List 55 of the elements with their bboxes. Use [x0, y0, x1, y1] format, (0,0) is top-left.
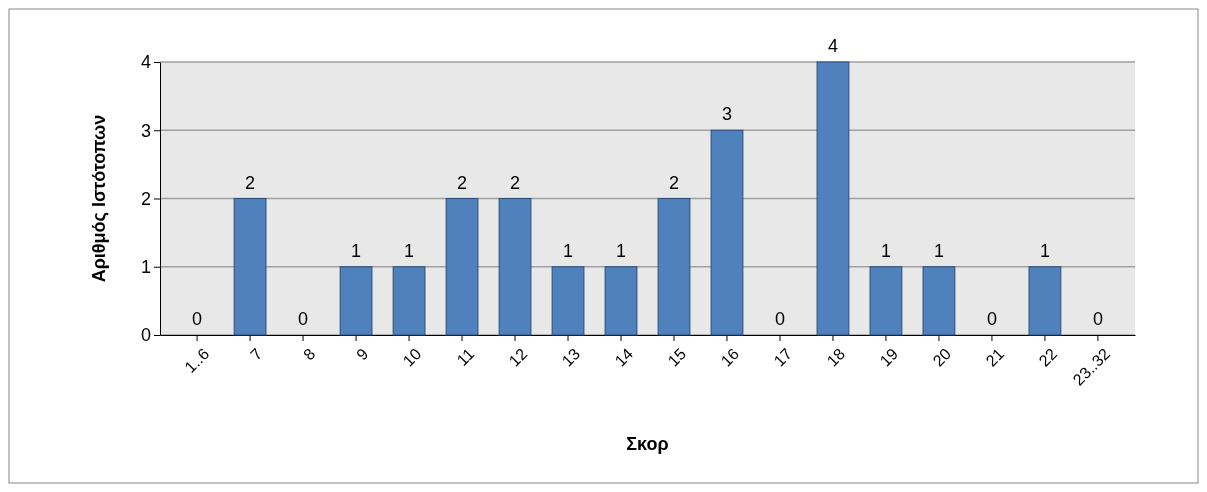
bar [445, 198, 479, 336]
x-tick-label: 17 [770, 344, 796, 370]
x-tick-label: 21 [982, 344, 1008, 370]
data-label: 2 [510, 172, 521, 193]
data-label: 1 [880, 240, 891, 261]
y-tick-label: 0 [140, 325, 151, 346]
y-axis-title: Αριθμός Ιστότοπων [89, 114, 109, 283]
data-label: 2 [457, 172, 468, 193]
bar [339, 266, 373, 336]
x-axis-title: Σκορ [626, 434, 669, 454]
data-label: 2 [668, 172, 679, 193]
x-tick-label: 8 [300, 344, 319, 364]
x-tick-label: 1..6 [181, 344, 213, 376]
bar [869, 266, 903, 336]
bar [604, 266, 638, 336]
data-label: 1 [1039, 240, 1050, 261]
data-label: 2 [245, 172, 256, 193]
bar [1028, 266, 1062, 336]
x-tick-label: 9 [353, 344, 372, 364]
bar [392, 266, 426, 336]
x-tick-label: 15 [664, 344, 690, 370]
x-tick-label: 20 [929, 344, 955, 370]
data-label: 0 [192, 309, 203, 329]
bar [551, 266, 585, 336]
data-label: 1 [404, 240, 415, 261]
x-tick-label: 18 [823, 344, 849, 370]
bar [816, 61, 850, 336]
x-tick-label: 11 [453, 344, 478, 369]
x-tick-label: 12 [505, 344, 531, 370]
data-label: 1 [616, 240, 627, 261]
data-label: 0 [298, 309, 309, 329]
bar [233, 198, 267, 336]
data-label: 1 [563, 240, 574, 261]
bar [710, 129, 744, 336]
bar [498, 198, 532, 336]
y-tick-label: 1 [140, 257, 151, 278]
data-label: 0 [774, 309, 785, 329]
y-tick-label: 4 [140, 52, 151, 73]
x-tick-label: 7 [247, 344, 266, 364]
data-label: 3 [721, 104, 732, 125]
x-tick-label: 19 [876, 344, 902, 370]
data-label: 1 [351, 240, 362, 261]
data-label: 4 [827, 36, 838, 56]
bar [657, 198, 691, 336]
x-tick-label: 10 [399, 344, 425, 370]
y-tick-label: 3 [140, 120, 151, 141]
x-tick-label: 13 [558, 344, 584, 370]
data-label: 1 [933, 240, 944, 261]
data-label: 0 [1092, 309, 1103, 329]
x-tick-label: 16 [717, 344, 743, 370]
y-tick-label: 2 [140, 188, 151, 209]
x-tick-label: 14 [611, 344, 637, 370]
x-tick-label: 22 [1035, 344, 1061, 370]
data-label: 0 [986, 309, 997, 329]
bar [922, 266, 956, 336]
